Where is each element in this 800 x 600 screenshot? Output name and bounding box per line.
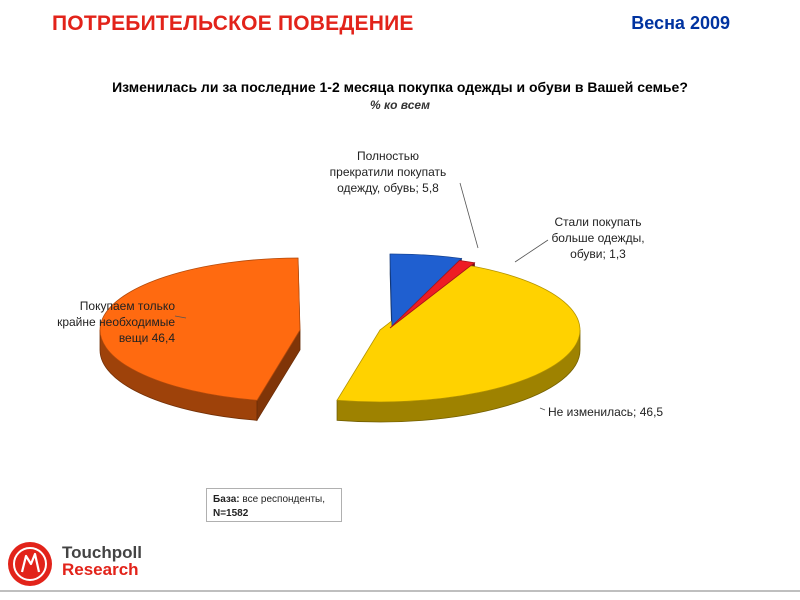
logo-line1: Touchpoll [62,543,142,562]
slice-label-line: обуви; 1,3 [570,247,626,261]
slice-label-2: Полностью прекратили покупать одежду, обув… [330,149,447,195]
slice-label-3: Стали покупать больше одежды, обуви; 1,3 [551,215,644,261]
slice-label-line: крайне необходимые [57,315,175,329]
page-title: ПОТРЕБИТЕЛЬСКОЕ ПОВЕДЕНИЕ [52,12,414,35]
footer-divider [0,590,800,592]
slice-label-line: больше одежды, [551,231,644,245]
slice-label-line: Полностью [357,149,419,163]
base-n: N=1582 [213,508,249,519]
pie-tops [99,253,581,403]
base-note: База: все респонденты, N=1582 [206,488,342,522]
slice-label-1: Покупаем только крайне необходимые вещи 46… [57,299,175,345]
leader-line-2 [459,182,479,249]
season-label: Весна 2009 [631,13,730,33]
slice-label-line: прекратили покупать [330,165,447,179]
leader-lines [174,182,549,411]
logo-line2: Research [62,560,139,579]
pie-slice-2 [389,253,463,327]
base-label: База: [213,494,240,505]
base-text: все респонденты, [239,494,326,505]
slice-label-line: одежду, обувь; 5,8 [337,181,439,195]
pie-slice-0 [336,264,581,403]
slice-label-line: Не изменилась; 46,5 [548,405,663,419]
slice-label-line: Покупаем только [80,299,176,313]
chart-title: Изменилась ли за последние 1-2 месяца по… [112,79,688,95]
leader-line-1 [174,315,187,319]
slice-label-line: Стали покупать [555,215,642,229]
leader-line-0 [539,407,546,411]
data-labels: Не изменилась; 46,5 Покупаем только крайне… [57,149,663,419]
slice-label-0: Не изменилась; 46,5 [548,405,663,419]
leader-line-3 [514,239,549,263]
chart-subtitle: % ко всем [370,98,430,112]
pie-slice-1 [99,257,301,401]
touchpoll-logo: Touchpoll Research [4,538,144,590]
slice-label-line: вещи 46,4 [119,331,176,345]
logo-mark-icon [8,542,52,586]
pie-slice-3 [389,260,476,329]
